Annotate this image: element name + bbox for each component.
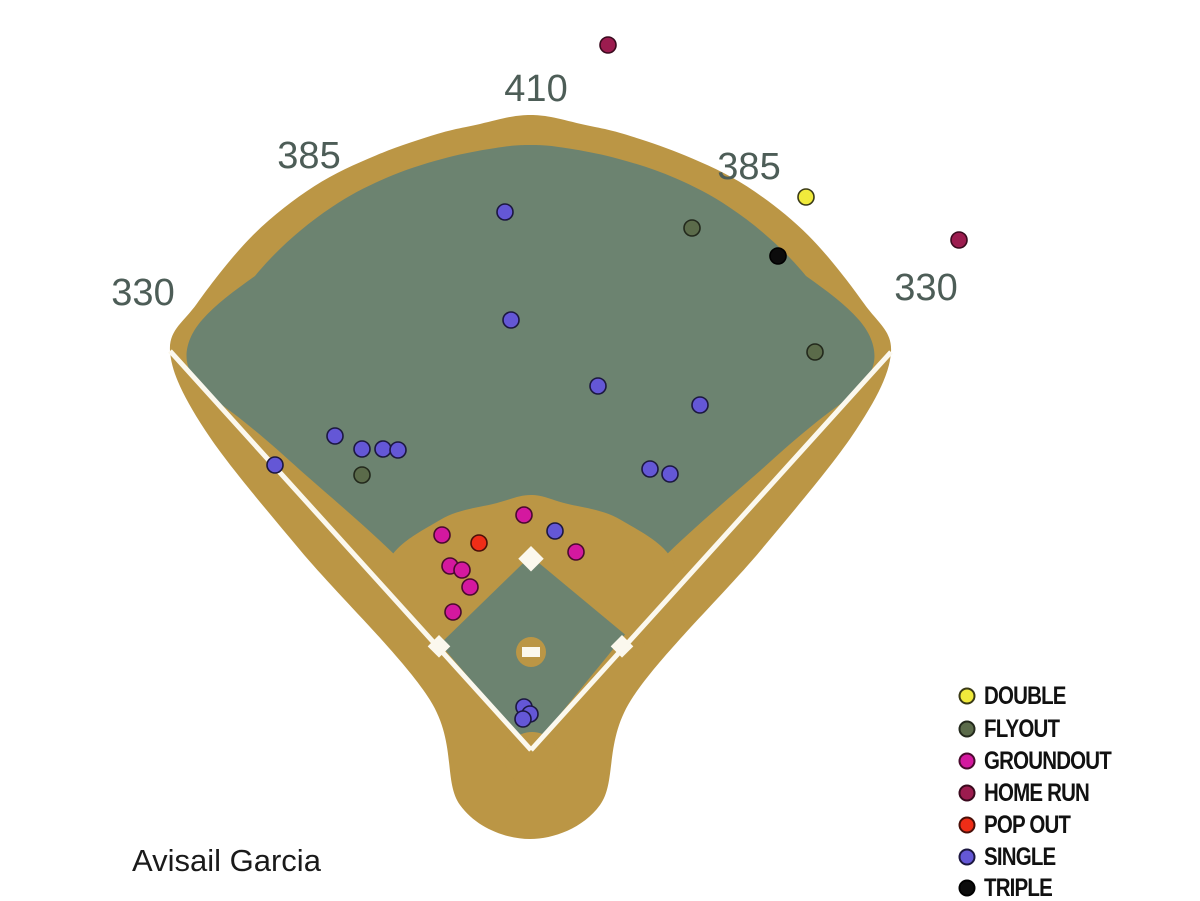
svg-text:GROUNDOUT: GROUNDOUT [984, 746, 1112, 774]
svg-text:DOUBLE: DOUBLE [984, 681, 1066, 709]
svg-text:385: 385 [277, 135, 340, 177]
svg-text:410: 410 [504, 68, 567, 110]
svg-text:POP OUT: POP OUT [984, 810, 1071, 838]
svg-text:FLYOUT: FLYOUT [984, 714, 1060, 742]
svg-text:SINGLE: SINGLE [984, 842, 1056, 870]
svg-text:HOME RUN: HOME RUN [984, 778, 1089, 806]
svg-text:330: 330 [111, 272, 174, 314]
svg-text:330: 330 [894, 267, 957, 309]
svg-text:385: 385 [717, 146, 780, 188]
svg-text:Avisail Garcia: Avisail Garcia [132, 843, 322, 878]
svg-text:TRIPLE: TRIPLE [984, 873, 1053, 901]
